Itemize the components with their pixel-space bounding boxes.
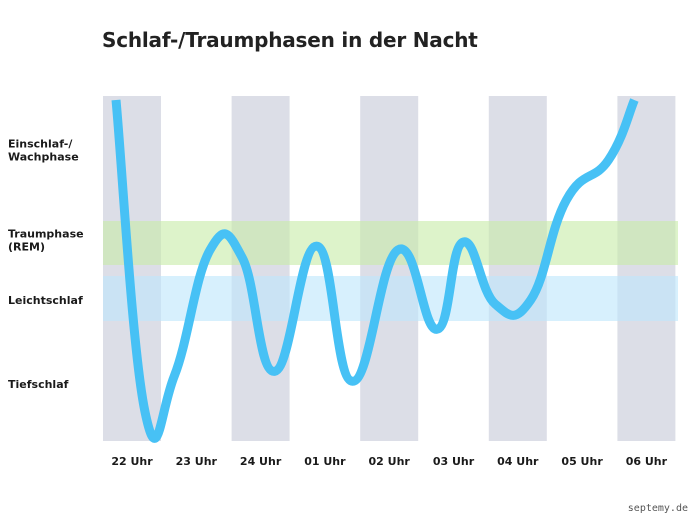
curve-layer bbox=[111, 98, 639, 443]
y-label-wach: Einschlaf-/ bbox=[8, 138, 73, 151]
x-tick-label: 24 Uhr bbox=[240, 455, 282, 468]
y-label-leicht: Leichtschlaf bbox=[8, 294, 83, 307]
sleep-curve bbox=[111, 98, 639, 443]
y-label-wach: Wachphase bbox=[8, 151, 79, 164]
x-tick-label: 04 Uhr bbox=[497, 455, 539, 468]
y-label-tief: Tiefschlaf bbox=[8, 378, 69, 391]
hour-columns bbox=[103, 96, 676, 441]
y-axis-labels: Einschlaf-/Wachphase Traumphase(REM) Leich… bbox=[8, 138, 84, 392]
watermark: septemy.de bbox=[627, 503, 688, 514]
hour-column bbox=[231, 96, 290, 441]
x-tick-label: 22 Uhr bbox=[111, 455, 153, 468]
chart-title: Schlaf-/Traumphasen in der Nacht bbox=[102, 28, 478, 52]
x-tick-label: 05 Uhr bbox=[561, 455, 603, 468]
x-tick-label: 01 Uhr bbox=[304, 455, 346, 468]
y-label-rem: Traumphase bbox=[8, 228, 84, 241]
x-axis-labels: 22 Uhr 23 Uhr 24 Uhr 01 Uhr 02 Uhr 03 Uhr 04 U… bbox=[111, 455, 667, 468]
hour-column bbox=[488, 96, 547, 441]
x-tick-label: 06 Uhr bbox=[626, 455, 668, 468]
hour-column bbox=[617, 96, 676, 441]
y-label-rem: (REM) bbox=[8, 241, 45, 254]
x-tick-label: 03 Uhr bbox=[433, 455, 475, 468]
x-tick-label: 02 Uhr bbox=[369, 455, 411, 468]
x-tick-label: 23 Uhr bbox=[176, 455, 218, 468]
